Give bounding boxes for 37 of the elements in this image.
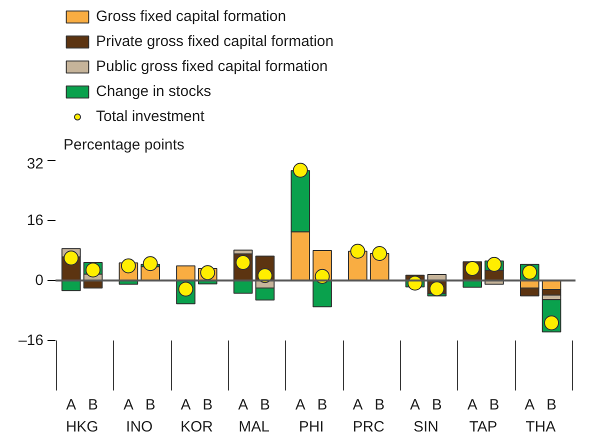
- legend-label: Private gross fixed capital formation: [96, 33, 334, 50]
- y-tick-label: –16: [18, 332, 44, 349]
- x-tick-label: B: [432, 396, 442, 414]
- x-tick-label: B: [317, 396, 328, 414]
- y-axis-title: Percentage points: [64, 136, 184, 154]
- x-tick-label: A: [524, 396, 535, 414]
- x-tick-label: B: [88, 396, 98, 414]
- x-tick-label: A: [123, 396, 134, 414]
- x-tick-label: B: [145, 396, 156, 414]
- text: TAP: [469, 418, 498, 436]
- x-tick-label: B: [489, 396, 500, 414]
- text: KOR: [180, 418, 214, 436]
- legend-label: Change in stocks: [96, 83, 212, 100]
- x-tick-label: B: [374, 396, 385, 414]
- x-tick-label: A: [238, 396, 248, 414]
- x-tick-label: B: [546, 396, 557, 414]
- x-tick-label: A: [295, 396, 306, 414]
- x-tick-label: A: [467, 396, 478, 414]
- legend-label: Public gross fixed capital formation: [96, 58, 328, 75]
- x-tick-label: B: [260, 396, 270, 414]
- y-tick-label: 16: [26, 212, 44, 229]
- text: THA: [526, 418, 556, 436]
- text: PHI: [298, 418, 324, 436]
- text: HKG: [66, 418, 98, 436]
- text: MAL: [238, 418, 270, 436]
- text: SIN: [413, 418, 438, 436]
- text: PRC: [352, 418, 385, 436]
- x-tick-label: A: [180, 396, 191, 414]
- legend-label: Gross fixed capital formation: [96, 8, 286, 25]
- x-tick-label: B: [202, 396, 213, 414]
- y-tick-label: 32: [26, 156, 44, 172]
- text: INO: [126, 418, 153, 436]
- x-tick-label: A: [66, 396, 76, 414]
- x-tick-label: A: [352, 396, 363, 414]
- legend-label: Total investment: [96, 108, 204, 125]
- y-tick-label: 0: [35, 272, 44, 289]
- x-tick-label: A: [410, 396, 420, 414]
